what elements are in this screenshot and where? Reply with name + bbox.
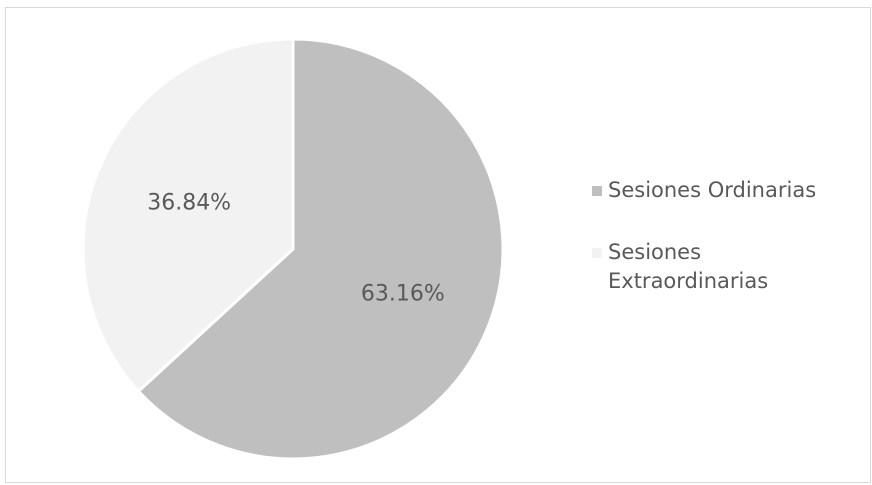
- legend-label-ordinarias: Sesiones Ordinarias: [608, 178, 817, 202]
- legend-item-extraordinarias: Sesiones Extraordinarias: [592, 238, 867, 296]
- legend-swatch-extraordinarias: [592, 248, 602, 258]
- pie-slice-extraordinarias: [81, 37, 295, 393]
- legend-swatch-ordinarias: [592, 186, 602, 196]
- pie-slices: [81, 37, 505, 461]
- legend: Sesiones Ordinarias Sesiones Extraordina…: [592, 176, 867, 329]
- legend-label-extraordinarias: Sesiones Extraordinarias: [608, 240, 769, 293]
- pie-slice-ordinarias: [136, 37, 505, 461]
- pie-labels: 63.16% 36.84%: [147, 190, 445, 306]
- data-label-extraordinarias: 36.84%: [147, 190, 231, 215]
- legend-item-ordinarias: Sesiones Ordinarias: [592, 176, 867, 205]
- data-label-ordinarias: 63.16%: [361, 282, 445, 307]
